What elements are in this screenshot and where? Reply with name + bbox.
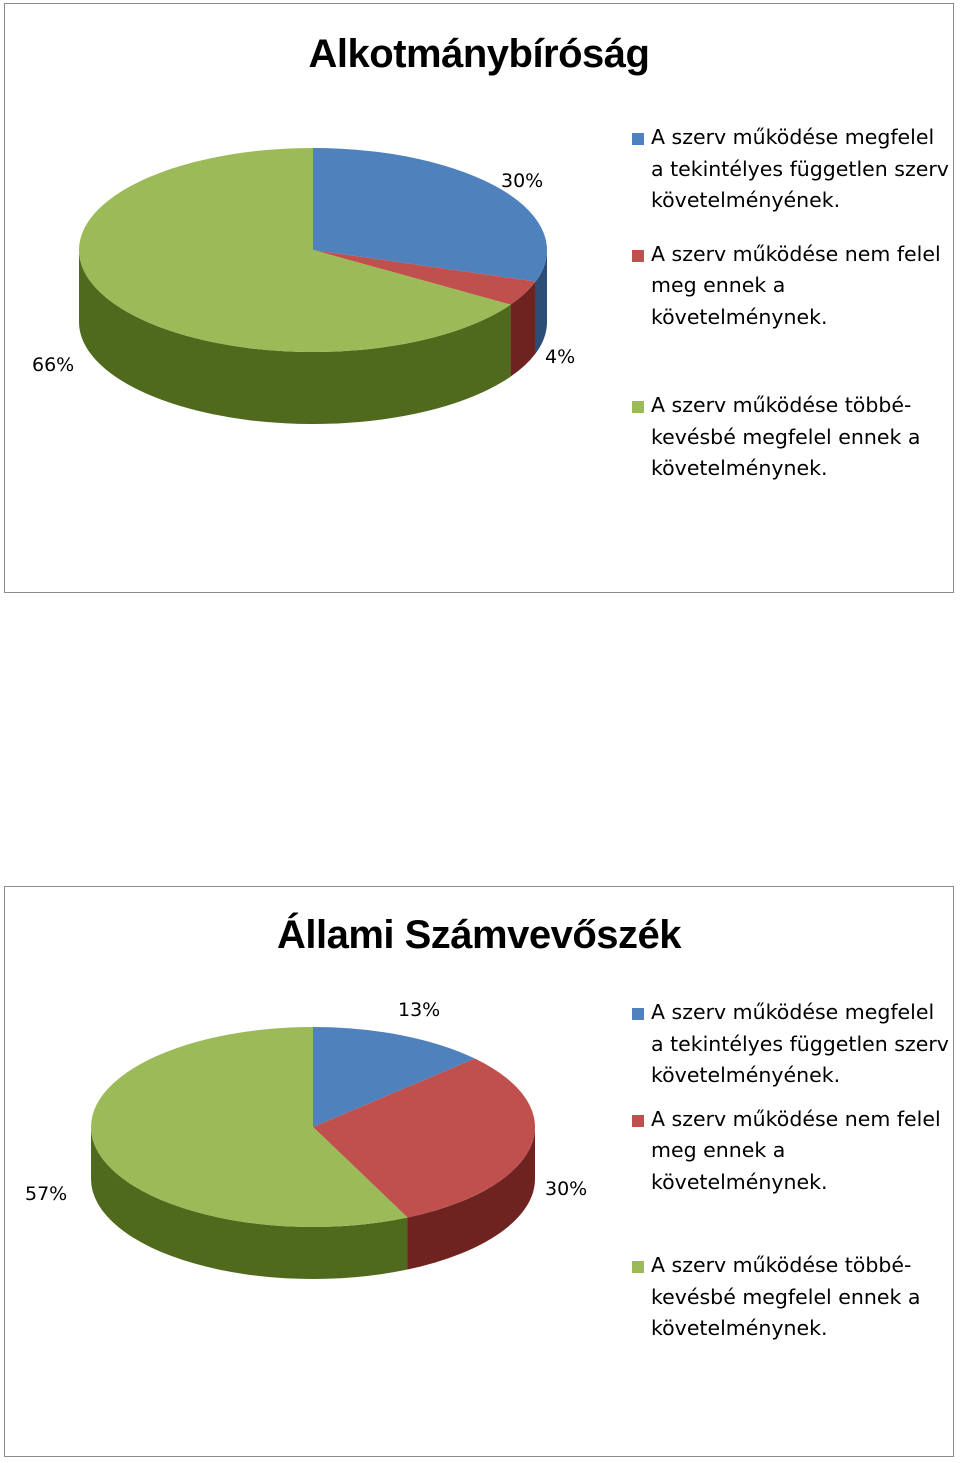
legend-swatch xyxy=(632,1261,644,1273)
pie-slice xyxy=(313,1058,536,1218)
legend-item: A szerv működése többé-kevésbé megfelel … xyxy=(629,1250,949,1345)
data-label-slice-3: 66% xyxy=(32,354,75,376)
data-label-slice-2: 30% xyxy=(545,1178,588,1200)
chart-title: Állami Számvevőszék xyxy=(276,913,682,957)
legend-label: A szerv működése megfelel a tekintélyes … xyxy=(651,125,949,212)
pie-chart xyxy=(78,148,547,424)
legend-label: A szerv működése többé-kevésbé megfelel … xyxy=(651,1253,921,1340)
data-label-slice-1: 30% xyxy=(501,170,544,192)
pie-slice-side xyxy=(91,1127,408,1279)
chart-panel-allami-szamvevoszek: Állami Számvevőszék 13% 30% 57% A szerv … xyxy=(4,886,954,1457)
legend-swatch xyxy=(632,401,644,413)
legend-item: A szerv működése nem felel meg ennek a k… xyxy=(629,239,949,334)
legend-swatch xyxy=(632,133,644,145)
pie-slice xyxy=(313,148,547,282)
pie-slice-side xyxy=(79,250,511,424)
legend-swatch xyxy=(632,1114,644,1127)
data-label-slice-2: 4% xyxy=(545,346,576,368)
chart-panel-alkotmanybirosag: Alkotmánybíróság 30% 4% 66% A szerv műkö… xyxy=(4,3,954,593)
legend: A szerv működése megfelel a tekintélyes … xyxy=(629,997,949,1345)
pie-slice xyxy=(91,1027,408,1227)
pie-slice xyxy=(78,148,511,353)
pie-slice-side xyxy=(510,281,536,377)
legend-item: A szerv működése megfelel a tekintélyes … xyxy=(629,122,949,217)
pie-slice xyxy=(313,1027,475,1127)
pie-slice-side xyxy=(407,1127,535,1270)
legend-swatch xyxy=(632,249,644,262)
legend: A szerv működése megfelel a tekintélyes … xyxy=(629,122,949,485)
pie-slice xyxy=(313,250,536,305)
legend-label: A szerv működése nem felel meg ennek a k… xyxy=(651,241,941,329)
data-label-slice-1: 13% xyxy=(398,999,441,1021)
legend-label: A szerv működése többé-kevésbé megfelel … xyxy=(651,393,921,480)
legend-item: A szerv működése megfelel a tekintélyes … xyxy=(629,997,949,1092)
pie-chart xyxy=(91,1027,536,1279)
legend-item: A szerv működése többé-kevésbé megfelel … xyxy=(629,390,949,485)
data-label-slice-3: 57% xyxy=(25,1183,68,1205)
chart-title: Alkotmánybíróság xyxy=(308,32,650,76)
legend-swatch xyxy=(632,1008,644,1020)
pie-slice-side xyxy=(535,250,547,354)
legend-label: A szerv működése nem felel meg ennek a k… xyxy=(651,1106,941,1194)
legend-item: A szerv működése nem felel meg ennek a k… xyxy=(629,1104,949,1199)
legend-label: A szerv működése megfelel a tekintélyes … xyxy=(651,1000,949,1087)
